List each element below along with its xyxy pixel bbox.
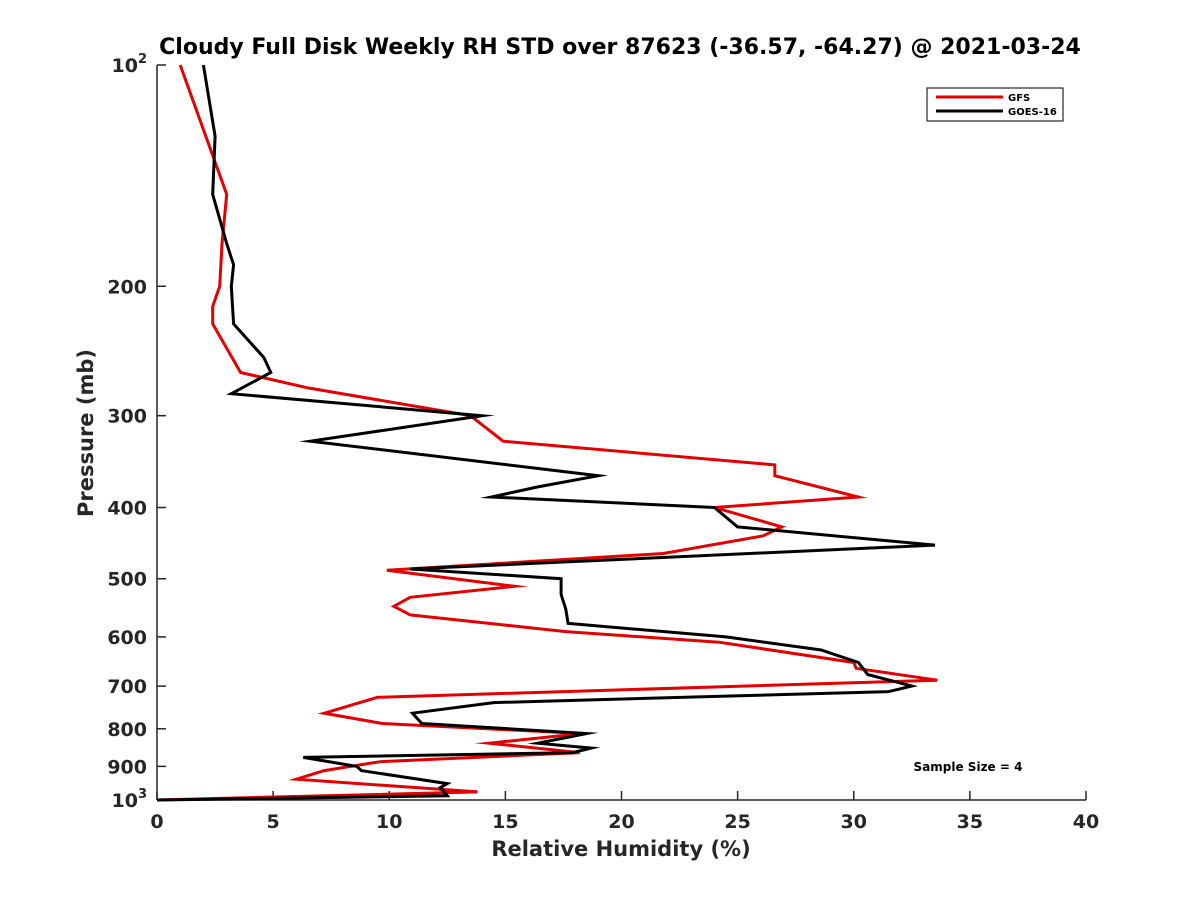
x-tick-label: 15 [492, 811, 518, 833]
y-tick-label: 700 [107, 676, 147, 698]
y-tick-label: 900 [107, 756, 147, 778]
legend-label: GOES-16 [1008, 107, 1057, 118]
y-tick-label: 102 [112, 52, 148, 77]
legend: GFS GOES-16 [926, 87, 1064, 122]
y-tick-label: 103 [112, 787, 148, 812]
y-axis-label: Pressure (mb) [74, 349, 98, 517]
legend-box [926, 87, 1064, 122]
series-line-goes-16 [156, 64, 936, 802]
chart-title: Cloudy Full Disk Weekly RH STD over 8762… [159, 35, 1081, 60]
x-tick-label: 0 [150, 811, 163, 833]
y-tick-label: 500 [107, 569, 147, 591]
y-tick-label: 600 [107, 627, 147, 649]
legend-label: GFS [1008, 93, 1030, 104]
x-axis-label: Relative Humidity (%) [491, 837, 750, 861]
x-tick-label: 5 [267, 811, 280, 833]
x-tick-label: 40 [1073, 811, 1099, 833]
plot-area: 0 5 10 15 20 25 30 35 40 102 200 300 400 500 600 700 800… [107, 52, 1099, 833]
x-tick-label: 30 [841, 811, 867, 833]
x-tick-label: 35 [957, 811, 983, 833]
y-tick-label: 800 [107, 719, 147, 741]
series-line-gfs [156, 64, 938, 802]
x-tick-label: 25 [724, 811, 750, 833]
y-tick-label: 200 [107, 276, 147, 298]
y-tick-label: 300 [107, 406, 147, 428]
sample-size-annotation: Sample Size = 4 [914, 760, 1023, 774]
x-tick-label: 10 [376, 811, 402, 833]
y-tick-label: 400 [107, 498, 147, 520]
x-tick-label: 20 [608, 811, 634, 833]
